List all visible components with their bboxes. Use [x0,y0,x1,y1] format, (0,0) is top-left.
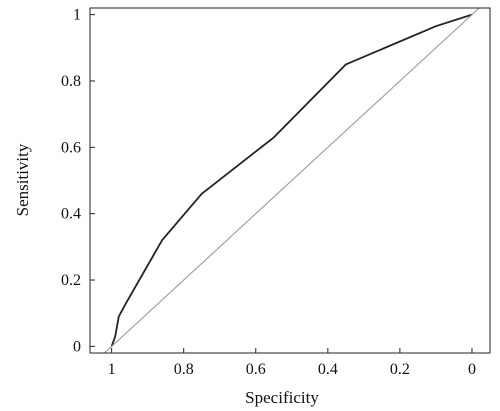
x-tick-label: 0 [468,361,476,378]
y-tick-label: 0.8 [61,73,81,90]
plot-frame [89,7,491,354]
reference-diagonal-line [103,8,480,353]
y-tick-label: 0.2 [61,272,81,289]
y-tick-label: 0.6 [61,139,81,156]
x-axis-title: Specificity [245,388,319,407]
x-tick-label: 1 [108,361,116,378]
x-tick-label: 0.2 [390,361,410,378]
y-tick-label: 0.4 [61,206,81,223]
x-tick-label: 0.6 [246,361,266,378]
axes: 1 0.8 0.6 0.4 0.2 0 0 0.2 0.4 0.6 0.8 1 [61,7,476,378]
y-tick-label: 0 [73,338,81,355]
plot-area [103,8,480,353]
roc-curve-line [110,13,473,347]
y-tick-label: 1 [73,7,81,24]
x-tick-label: 0.4 [318,361,338,378]
x-tick-label: 0.8 [174,361,194,378]
y-axis-title: Sensitivity [13,143,32,216]
